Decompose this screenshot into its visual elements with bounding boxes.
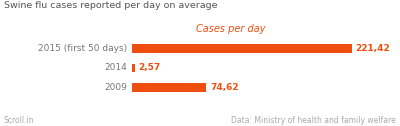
Text: Scroll.in: Scroll.in: [4, 116, 35, 125]
Text: 221,42: 221,42: [356, 44, 390, 53]
Text: 2014: 2014: [104, 64, 127, 72]
Bar: [132, 64, 134, 72]
Text: 2009: 2009: [104, 83, 127, 92]
Bar: [132, 83, 206, 92]
Text: Data: Ministry of health and family welfare: Data: Ministry of health and family welf…: [231, 116, 396, 125]
Text: 74,62: 74,62: [210, 83, 239, 92]
Text: 2015 (first 50 days): 2015 (first 50 days): [38, 44, 127, 53]
Bar: [132, 44, 352, 53]
Text: Swine flu cases reported per day on average: Swine flu cases reported per day on aver…: [4, 1, 218, 10]
Text: Cases per day: Cases per day: [196, 24, 266, 34]
Text: 2,57: 2,57: [138, 64, 161, 72]
